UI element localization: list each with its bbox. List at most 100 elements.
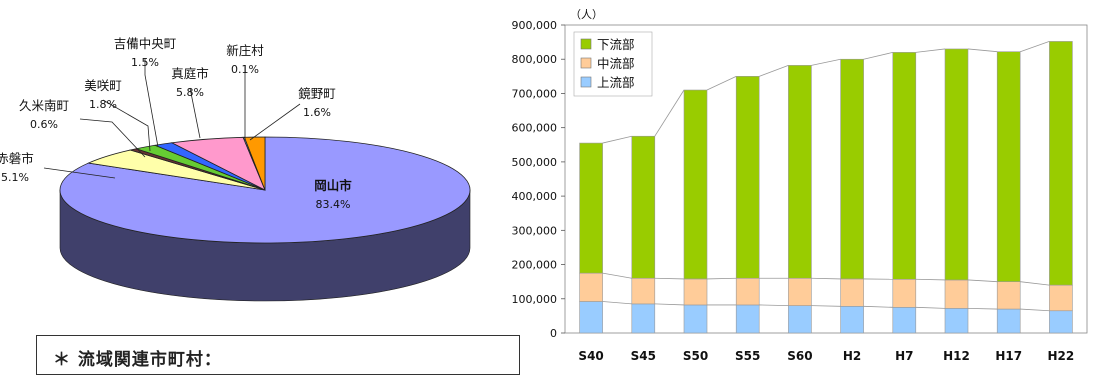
pie-label-6: 新庄村 — [226, 43, 264, 58]
y-tick-label-4: 400,000 — [512, 190, 558, 203]
x-tick-label-5: H2 — [843, 349, 861, 363]
y-tick-label-5: 500,000 — [512, 156, 558, 169]
connector-下流部-6 — [759, 65, 788, 76]
bar-上流部-H12 — [945, 308, 968, 333]
connector-上流部-10 — [864, 306, 893, 307]
connector-上流部-12 — [916, 307, 945, 308]
bar-中流部-H2 — [841, 279, 864, 306]
bar-中流部-H22 — [1049, 285, 1072, 311]
bar-上流部-H2 — [841, 306, 864, 333]
connector-上流部-16 — [1020, 309, 1049, 311]
legend-swatch-上流部 — [581, 77, 591, 87]
x-tick-label-0: S40 — [578, 349, 603, 363]
y-tick-label-3: 300,000 — [512, 224, 558, 237]
pie-pct-6: 0.1% — [231, 63, 259, 76]
connector-中流部-2 — [655, 278, 684, 279]
legend-label-上流部: 上流部 — [597, 75, 635, 90]
bar-下流部-H7 — [893, 52, 916, 279]
y-tick-label-6: 600,000 — [512, 122, 558, 135]
bar-下流部-S60 — [788, 65, 811, 278]
bar-上流部-S40 — [580, 302, 603, 333]
x-tick-label-9: H22 — [1048, 349, 1075, 363]
bar-下流部-H17 — [997, 52, 1020, 282]
pie-pct-1: 5.1% — [1, 171, 29, 184]
connector-上流部-6 — [759, 305, 788, 306]
connector-下流部-16 — [1020, 41, 1049, 51]
x-tick-label-1: S45 — [631, 349, 656, 363]
bar-下流部-S55 — [736, 76, 759, 278]
x-tick-label-8: H17 — [995, 349, 1022, 363]
bar-上流部-H7 — [893, 307, 916, 333]
legend-label-下流部: 下流部 — [597, 37, 635, 52]
bar-上流部-S50 — [684, 305, 707, 333]
bar-中流部-H12 — [945, 280, 968, 308]
connector-上流部-2 — [655, 304, 684, 305]
bar-中流部-S45 — [632, 278, 655, 304]
bar-上流部-H22 — [1049, 311, 1072, 333]
pie-pct-3: 1.8% — [89, 98, 117, 111]
connector-下流部-12 — [916, 49, 945, 52]
bar-上流部-S45 — [632, 304, 655, 333]
x-tick-label-3: S55 — [735, 349, 760, 363]
pie-pct-7: 1.6% — [303, 106, 331, 119]
connector-中流部-16 — [1020, 282, 1049, 285]
pie-label-3: 美咲町 — [84, 78, 122, 93]
x-tick-label-7: H12 — [943, 349, 970, 363]
y-tick-label-2: 200,000 — [512, 259, 558, 272]
connector-下流部-4 — [707, 76, 736, 90]
connector-下流部-8 — [811, 59, 840, 65]
x-tick-label-6: H7 — [895, 349, 913, 363]
note-text: ＊ 流域関連市町村： — [53, 345, 222, 370]
pie-label-7: 鏡野町 — [298, 86, 336, 101]
bar-下流部-H22 — [1049, 41, 1072, 285]
bar-中流部-H7 — [893, 279, 916, 307]
legend-swatch-中流部 — [581, 58, 591, 68]
pie-leader-4 — [145, 58, 158, 147]
connector-下流部-2 — [655, 90, 684, 136]
bar-上流部-S60 — [788, 306, 811, 333]
y-tick-label-7: 700,000 — [512, 87, 558, 100]
pie-label-2: 久米南町 — [19, 98, 69, 113]
stacked-bar-chart: （人） 0 100,000 200,000 300,000 400,000 500,000 6… — [500, 0, 1093, 369]
connector-中流部-14 — [968, 280, 997, 282]
connector-中流部-0 — [603, 273, 632, 278]
y-unit-label: （人） — [570, 8, 603, 21]
connector-下流部-14 — [968, 49, 997, 52]
x-tick-label-2: S50 — [683, 349, 708, 363]
connector-下流部-0 — [603, 136, 632, 143]
bar-中流部-S40 — [580, 273, 603, 301]
bar-上流部-S55 — [736, 305, 759, 333]
pie-chart: 岡山市 83.4% 赤磐市 5.1% 久米南町 0.6% 美咲町 1.8% 吉備中央町 1.5% 真… — [0, 0, 500, 335]
pie-leader-7 — [250, 104, 300, 140]
bar-中流部-S50 — [684, 279, 707, 305]
pie-label-4: 吉備中央町 — [114, 36, 177, 51]
pie-pct-2: 0.6% — [30, 118, 58, 131]
pie-pct-5: 5.8% — [176, 86, 204, 99]
pie-label-1: 赤磐市 — [0, 151, 34, 166]
bar-下流部-S45 — [632, 136, 655, 278]
legend-label-中流部: 中流部 — [597, 56, 635, 71]
bar-下流部-H12 — [945, 49, 968, 280]
bar-中流部-S60 — [788, 278, 811, 305]
connector-上流部-0 — [603, 302, 632, 304]
pie-pct-4: 1.5% — [131, 56, 159, 69]
pie-pct-0: 83.4% — [316, 198, 351, 211]
pie-label-5: 真庭市 — [171, 66, 209, 81]
y-tick-label-8: 800,000 — [512, 53, 558, 66]
connector-下流部-10 — [864, 52, 893, 59]
bar-下流部-S40 — [580, 143, 603, 273]
connector-中流部-4 — [707, 278, 736, 279]
connector-中流部-8 — [811, 278, 840, 279]
connector-上流部-8 — [811, 306, 840, 307]
y-tick-label-0: 0 — [550, 327, 557, 340]
bar-下流部-S50 — [684, 90, 707, 279]
connector-中流部-12 — [916, 279, 945, 280]
y-tick-label-9: 900,000 — [512, 19, 558, 32]
bar-中流部-S55 — [736, 278, 759, 305]
note-box: ＊ 流域関連市町村： — [36, 335, 520, 375]
y-tick-label-1: 100,000 — [512, 293, 558, 306]
bar-上流部-H17 — [997, 309, 1020, 333]
pie-label-0: 岡山市 — [314, 178, 352, 193]
bar-中流部-H17 — [997, 282, 1020, 309]
